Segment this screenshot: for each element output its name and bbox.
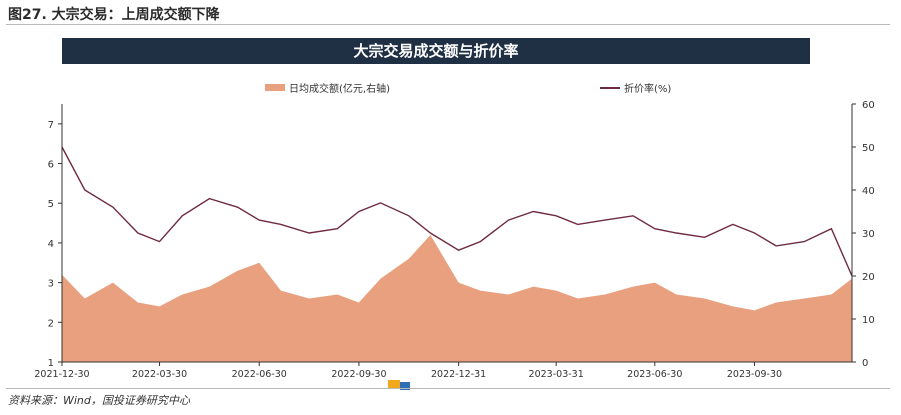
watermark-badge — [388, 380, 410, 390]
x-tick-label: 2022-09-30 — [331, 369, 386, 380]
x-tick-label: 2021-12-30 — [34, 369, 89, 380]
bottom-divider — [6, 388, 890, 389]
y-right-tick-label: 10 — [862, 315, 875, 326]
x-tick-label: 2022-12-31 — [431, 369, 486, 380]
y-right-tick-label: 0 — [862, 358, 868, 369]
y-left-tick-label: 6 — [48, 160, 54, 171]
chart-title-banner: 大宗交易成交额与折价率 — [62, 38, 810, 64]
y-left-tick-label: 4 — [48, 239, 54, 250]
legend-label-volume: 日均成交额(亿元,右轴) — [289, 84, 390, 95]
y-right-tick-label: 60 — [862, 100, 875, 111]
series-line-discount — [61, 146, 853, 277]
chart-title: 大宗交易成交额与折价率 — [353, 42, 519, 60]
y-left-tick-label: 1 — [48, 358, 54, 369]
legend-swatch-line — [600, 86, 620, 89]
y-right-tick-label: 20 — [862, 272, 875, 283]
legend-item-discount: 折价率(%) — [600, 80, 671, 95]
y-left-tick-label: 5 — [48, 199, 54, 210]
series-area-volume — [62, 235, 852, 362]
x-tick-label: 2022-06-30 — [232, 369, 287, 380]
legend-item-volume: 日均成交额(亿元,右轴) — [265, 80, 390, 95]
x-tick-label: 2023-06-30 — [627, 369, 682, 380]
source-note: 资料来源：Wind，国投证券研究中心 — [8, 394, 190, 407]
legend-label-discount: 折价率(%) — [624, 84, 672, 95]
x-tick-label: 2023-09-30 — [727, 369, 782, 380]
x-tick-label: 2022-03-30 — [132, 369, 187, 380]
y-left-tick-label: 2 — [48, 318, 54, 329]
legend: 日均成交额(亿元,右轴) 折价率(%) — [0, 80, 901, 95]
y-left-tick-label: 7 — [48, 120, 54, 131]
y-right-tick-label: 50 — [862, 143, 875, 154]
y-right-tick-label: 40 — [862, 186, 875, 197]
top-divider — [6, 24, 890, 25]
figure-title: 图27. 大宗交易：上周成交额下降 — [8, 7, 220, 23]
legend-swatch-area — [265, 84, 285, 91]
x-tick-label: 2023-03-31 — [529, 369, 584, 380]
y-left-tick-label: 3 — [48, 279, 54, 290]
y-right-tick-label: 30 — [862, 229, 875, 240]
